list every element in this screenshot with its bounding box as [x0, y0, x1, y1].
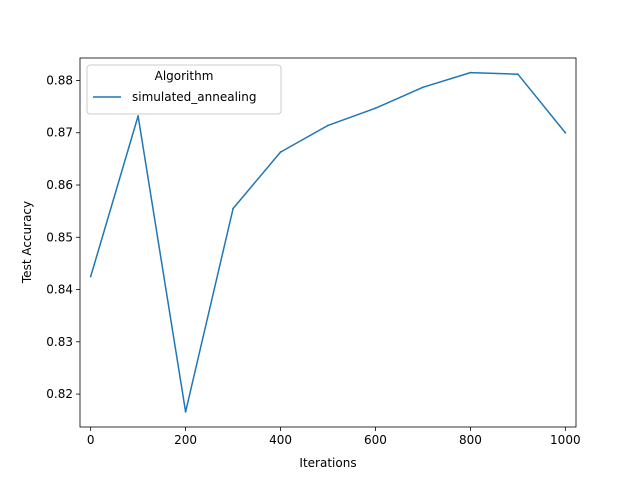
- x-tick-label: 200: [174, 433, 197, 447]
- series-layer: [89, 71, 567, 413]
- data-point: [279, 151, 282, 153]
- plot-area: [80, 58, 576, 427]
- data-point: [374, 107, 377, 110]
- y-tick-label: 0.84: [46, 283, 73, 297]
- data-point: [516, 73, 519, 76]
- y-tick-label: 0.83: [46, 335, 73, 349]
- x-tick-label: 400: [269, 433, 292, 447]
- data-point: [564, 131, 567, 134]
- x-axis-ticks: 0 200 400 600 800 1000: [87, 427, 581, 447]
- data-point: [184, 410, 187, 413]
- x-tick-label: 1000: [550, 433, 581, 447]
- y-axis-label: Test Accuracy: [20, 201, 34, 284]
- data-point: [89, 275, 92, 278]
- data-point: [137, 115, 140, 117]
- x-tick-label: 600: [364, 433, 387, 447]
- x-tick-label: 800: [459, 433, 482, 447]
- x-axis-label: Iterations: [299, 456, 356, 470]
- data-point: [232, 207, 234, 210]
- x-tick-label: 0: [87, 433, 95, 447]
- data-point: [327, 124, 329, 127]
- y-tick-label: 0.85: [46, 230, 73, 244]
- legend-title: Algorithm: [155, 69, 214, 83]
- y-tick-label: 0.87: [46, 126, 73, 140]
- y-axis-ticks: 0.82 0.83 0.84 0.85 0.86 0.87 0.88: [46, 73, 80, 401]
- plot-frame: [79, 57, 577, 428]
- legend-box: [86, 64, 282, 115]
- legend-label-simulated-annealing: simulated_annealing: [132, 90, 256, 104]
- y-tick-label: 0.82: [46, 387, 73, 401]
- y-tick-label: 0.88: [46, 73, 73, 87]
- data-point: [469, 71, 472, 74]
- y-tick-label: 0.86: [46, 178, 73, 192]
- data-point: [422, 86, 424, 89]
- legend: Algorithm simulated_annealing: [86, 64, 282, 115]
